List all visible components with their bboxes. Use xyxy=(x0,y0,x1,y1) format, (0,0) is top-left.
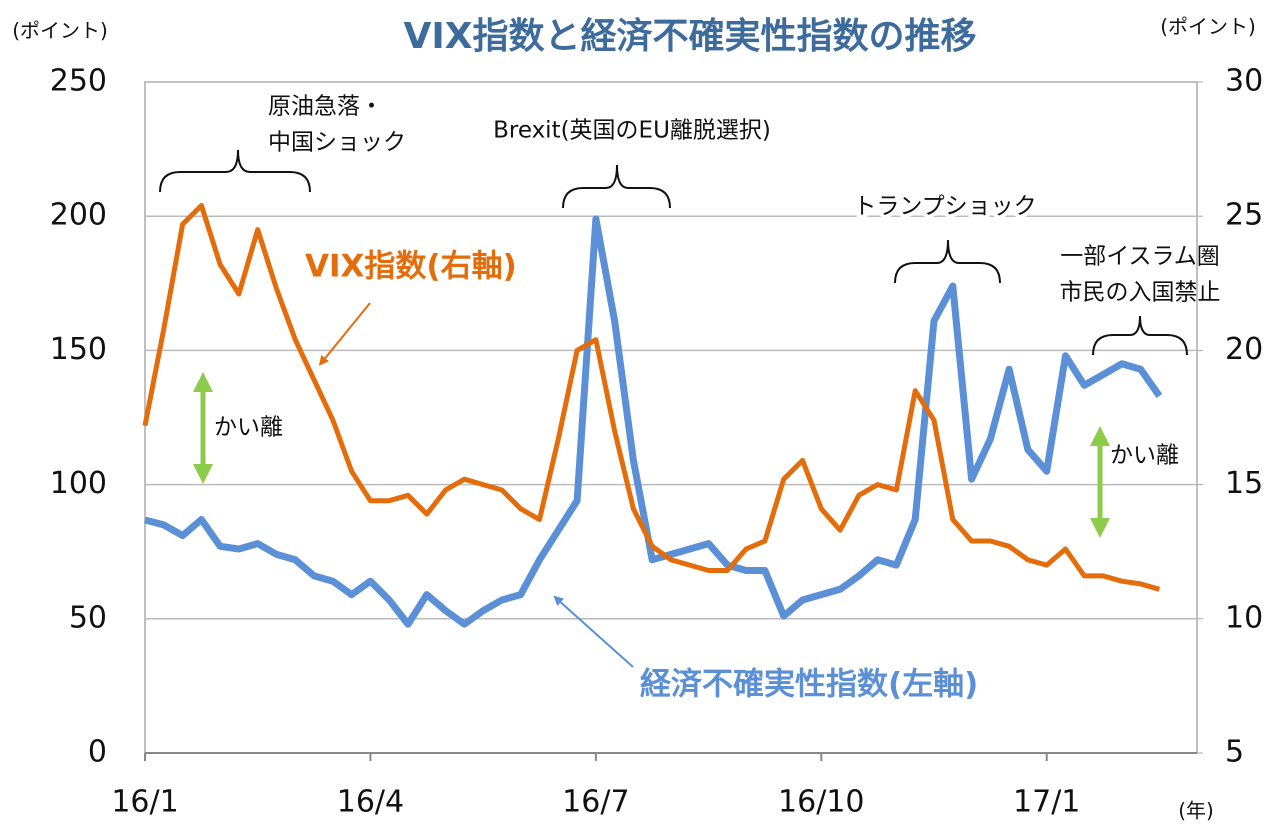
y-tick-label: 250 xyxy=(50,64,107,99)
series-label: 経済不確実性指数(左軸) xyxy=(640,667,978,703)
bracket xyxy=(562,164,671,209)
y2-tick-label: 30 xyxy=(1225,64,1263,99)
y-axis-label: (ポイント) xyxy=(12,19,108,43)
bracket xyxy=(1092,315,1188,356)
chart-title: VIX指数と経済不確実性指数の推移 xyxy=(403,16,976,57)
bracket xyxy=(159,149,311,193)
line-series xyxy=(142,203,1161,592)
line-series xyxy=(144,215,1163,628)
series-label: VIX指数(右軸) xyxy=(305,249,517,285)
y-tick-label: 200 xyxy=(50,198,107,233)
annotation: かい離 xyxy=(1110,443,1179,469)
brackets xyxy=(159,149,1188,356)
y-tick-label: 50 xyxy=(69,600,107,635)
y2-tick-label: 5 xyxy=(1225,735,1244,770)
label-arrow xyxy=(553,595,634,668)
plot-frame xyxy=(144,81,1198,754)
y2-tick-label: 25 xyxy=(1225,198,1263,233)
y-tick-label: 150 xyxy=(50,332,107,367)
y2-tick-label: 10 xyxy=(1225,600,1263,635)
y2-tick-label: 15 xyxy=(1225,466,1263,501)
annotation: Brexit(英国のEU離脱選択) xyxy=(493,118,771,144)
bracket xyxy=(894,239,1001,284)
annotation: 中国ショック xyxy=(268,130,406,156)
annotation: かい離 xyxy=(214,415,283,441)
x-tick-label: 16/1 xyxy=(111,785,178,820)
y2-axis-label: (ポイント) xyxy=(1160,15,1256,39)
x-tick-label: 16/7 xyxy=(562,785,629,820)
x-tick-label: 16/4 xyxy=(337,785,404,820)
y-tick-label: 0 xyxy=(88,735,107,770)
y2-tick-label: 20 xyxy=(1225,332,1263,367)
annotation: 一部イスラム圏 xyxy=(1060,244,1220,270)
annotation: トランプショック xyxy=(853,194,1036,220)
y-tick-label: 100 xyxy=(50,466,107,501)
annotation: 市民の入国禁止 xyxy=(1060,280,1221,306)
annotation: 原油急落・ xyxy=(268,94,383,120)
x-unit-label: (年) xyxy=(1178,799,1214,823)
x-tick-label: 17/1 xyxy=(1013,785,1080,820)
label-arrow xyxy=(318,302,371,366)
x-tick-label: 16/10 xyxy=(778,785,864,820)
